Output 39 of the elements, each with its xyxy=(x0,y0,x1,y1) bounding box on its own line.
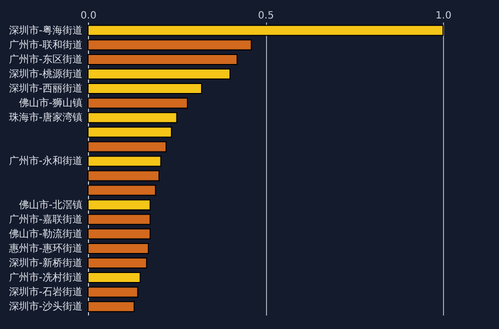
y-tick-label: 佛山市-勒流街道 xyxy=(8,228,82,240)
y-tick-label: 深圳市-粤海街道 xyxy=(8,24,82,36)
y-tick-label: 广州市-冼村街道 xyxy=(8,272,82,284)
y-tick-label: 广州市-嘉联街道 xyxy=(8,213,82,226)
bar xyxy=(88,126,172,138)
y-tick-label: 深圳市-西丽街道 xyxy=(8,82,82,95)
bar xyxy=(88,242,149,254)
bar xyxy=(88,68,230,80)
y-tick-label: 广州市-东区街道 xyxy=(8,53,82,66)
bar xyxy=(88,301,135,312)
y-tick-label: 惠州市-惠环街道 xyxy=(8,242,82,254)
y-tick-label: 珠海市-唐家湾镇 xyxy=(8,112,82,124)
bar xyxy=(88,272,141,284)
y-tick-label: 深圳市-新桥街道 xyxy=(8,257,82,270)
x-tick-label: 1.0 xyxy=(436,10,452,22)
y-tick-label: 深圳市-沙头街道 xyxy=(8,300,82,313)
bar xyxy=(88,39,252,50)
y-tick-label: 佛山市-狮山镇 xyxy=(18,97,82,110)
bar xyxy=(88,258,148,269)
bar xyxy=(88,199,151,210)
bar xyxy=(88,141,167,152)
x-tick-label: 0.0 xyxy=(80,10,96,22)
bar xyxy=(88,184,156,196)
bar xyxy=(88,24,444,36)
bar xyxy=(88,228,151,240)
bar xyxy=(88,83,202,94)
x-tick-label: 0.5 xyxy=(258,10,274,22)
y-tick-label: 广州市-永和街道 xyxy=(8,155,82,168)
bar xyxy=(88,170,160,182)
y-tick-label: 佛山市-北滘镇 xyxy=(18,198,82,211)
bar xyxy=(88,54,238,65)
y-tick-label: 深圳市-石岩街道 xyxy=(8,286,82,298)
y-tick-label: 广州市-联和街道 xyxy=(8,38,82,51)
bar xyxy=(88,98,188,109)
bar xyxy=(88,156,162,167)
bar xyxy=(88,214,151,225)
y-tick-label: 深圳市-桃源街道 xyxy=(8,68,82,80)
bar xyxy=(88,112,178,124)
bar xyxy=(88,286,138,298)
